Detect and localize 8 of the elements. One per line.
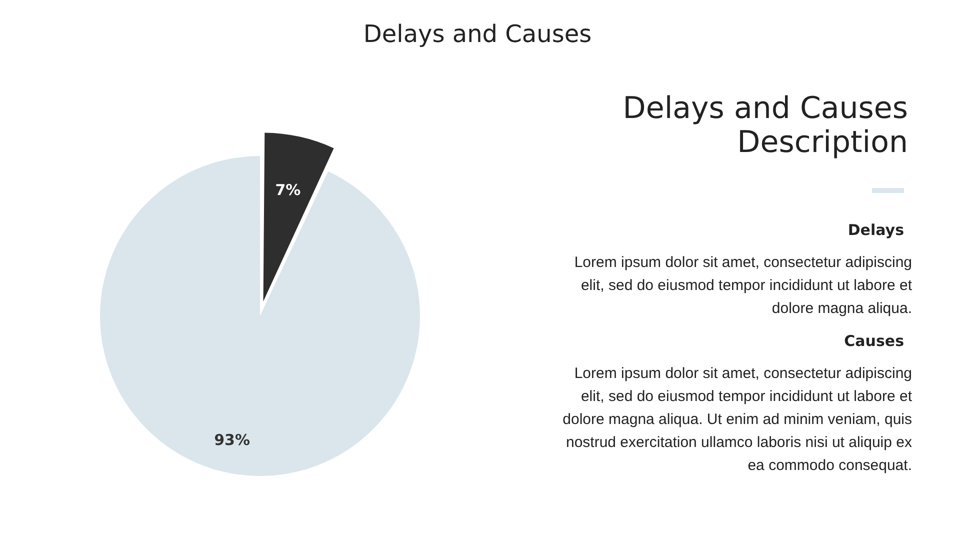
text: Delays and Causes Description: [622, 91, 908, 160]
text: Lorem ipsum dolor sit amet, consectetur adipiscing elit, sed do eiusmod tempor incididunt ut labore et dolore magna aliqua. Ut enim ad minim veniam, quis nostrud exercitation ullamco laboris nisi ut aliquip ex ea commodo consequat.: [562, 364, 912, 476]
data-label: 93%: [214, 430, 250, 449]
text: Delays: [846, 221, 904, 239]
data-label: 7%: [275, 180, 301, 199]
text: Lorem ipsum dolor sit amet, consectetur adipiscing elit, sed do eiusmod tempor incididunt ut labore et dolore magna aliqua.: [573, 253, 912, 319]
text: Causes: [843, 332, 904, 350]
text: Delays and Causes: [362, 20, 593, 48]
